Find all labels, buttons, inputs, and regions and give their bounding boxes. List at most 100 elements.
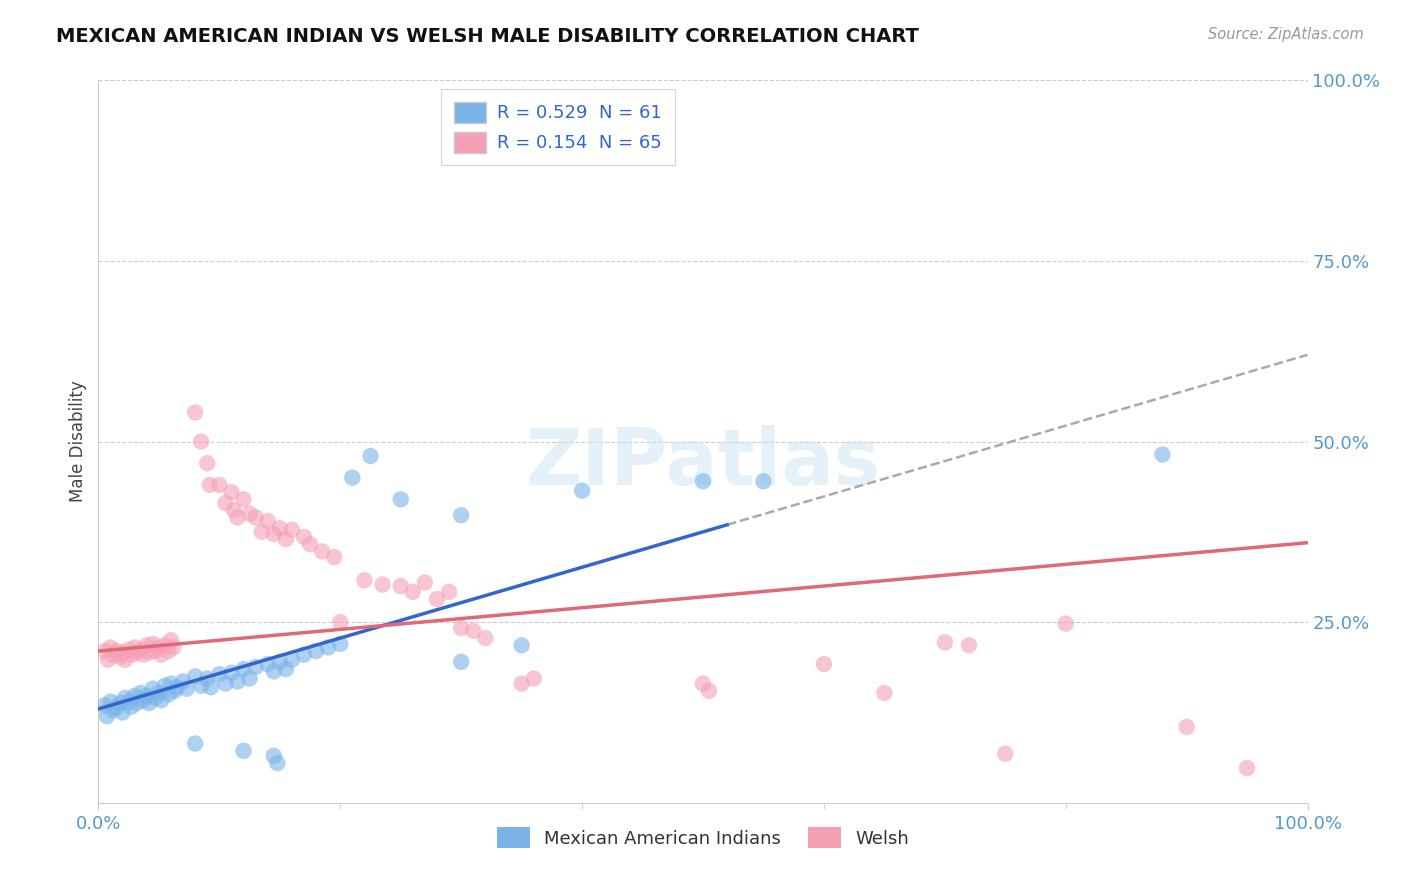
Point — [426, 592, 449, 607]
Point — [402, 584, 425, 599]
Point — [281, 523, 304, 537]
Point — [190, 434, 212, 449]
Point — [323, 550, 346, 565]
Point — [266, 756, 288, 770]
Point — [124, 640, 146, 655]
Point — [389, 579, 412, 593]
Point — [437, 584, 460, 599]
Point — [450, 508, 472, 523]
Point — [245, 510, 267, 524]
Point — [100, 695, 122, 709]
Point — [148, 686, 170, 700]
Point — [1152, 448, 1174, 462]
Point — [226, 510, 249, 524]
Point — [127, 646, 149, 660]
Point — [150, 648, 173, 662]
Point — [100, 640, 122, 655]
Point — [274, 662, 297, 676]
Point — [413, 575, 436, 590]
Point — [148, 640, 170, 655]
Point — [143, 644, 166, 658]
Point — [371, 577, 394, 591]
Point — [129, 642, 152, 657]
Point — [163, 683, 186, 698]
Point — [190, 679, 212, 693]
Point — [692, 475, 714, 489]
Point — [129, 686, 152, 700]
Point — [299, 537, 322, 551]
Point — [934, 635, 956, 649]
Point — [353, 574, 375, 588]
Point — [105, 700, 128, 714]
Point — [96, 709, 118, 723]
Point — [160, 676, 183, 690]
Point — [111, 706, 134, 720]
Point — [274, 532, 297, 546]
Point — [463, 624, 485, 638]
Point — [269, 521, 291, 535]
Point — [184, 669, 207, 683]
Point — [692, 676, 714, 690]
Point — [105, 644, 128, 658]
Point — [198, 478, 221, 492]
Point — [162, 640, 184, 655]
Point — [108, 696, 131, 710]
Point — [269, 655, 291, 669]
Point — [124, 689, 146, 703]
Point — [118, 695, 141, 709]
Point — [263, 665, 285, 679]
Point — [523, 672, 546, 686]
Point — [153, 679, 176, 693]
Point — [138, 696, 160, 710]
Point — [135, 689, 157, 703]
Point — [195, 672, 218, 686]
Point — [142, 637, 165, 651]
Point — [281, 653, 304, 667]
Point — [957, 638, 980, 652]
Point — [250, 524, 273, 539]
Point — [571, 483, 593, 498]
Point — [752, 475, 775, 489]
Point — [1175, 720, 1198, 734]
Point — [994, 747, 1017, 761]
Point — [450, 655, 472, 669]
Point — [316, 640, 339, 655]
Point — [232, 744, 254, 758]
Y-axis label: Male Disability: Male Disability — [69, 381, 87, 502]
Point — [329, 637, 352, 651]
Point — [245, 660, 267, 674]
Point — [256, 657, 278, 671]
Point — [221, 485, 243, 500]
Text: MEXICAN AMERICAN INDIAN VS WELSH MALE DISABILITY CORRELATION CHART: MEXICAN AMERICAN INDIAN VS WELSH MALE DI… — [56, 27, 920, 45]
Point — [1236, 761, 1258, 775]
Point — [108, 649, 131, 664]
Point — [697, 683, 720, 698]
Point — [120, 699, 142, 714]
Point — [226, 674, 249, 689]
Point — [813, 657, 835, 671]
Point — [135, 638, 157, 652]
Point — [200, 680, 222, 694]
Point — [208, 478, 231, 492]
Point — [101, 648, 124, 662]
Point — [208, 667, 231, 681]
Point — [1054, 616, 1077, 631]
Point — [127, 696, 149, 710]
Point — [214, 496, 236, 510]
Point — [121, 648, 143, 662]
Point — [143, 691, 166, 706]
Point — [292, 530, 315, 544]
Point — [450, 621, 472, 635]
Point — [101, 703, 124, 717]
Point — [157, 687, 180, 701]
Point — [214, 676, 236, 690]
Legend: Mexican American Indians, Welsh: Mexican American Indians, Welsh — [489, 820, 917, 855]
Point — [474, 631, 496, 645]
Point — [157, 644, 180, 658]
Point — [160, 633, 183, 648]
Point — [142, 681, 165, 696]
Point — [111, 646, 134, 660]
Point — [114, 691, 136, 706]
Point — [184, 737, 207, 751]
Point — [232, 662, 254, 676]
